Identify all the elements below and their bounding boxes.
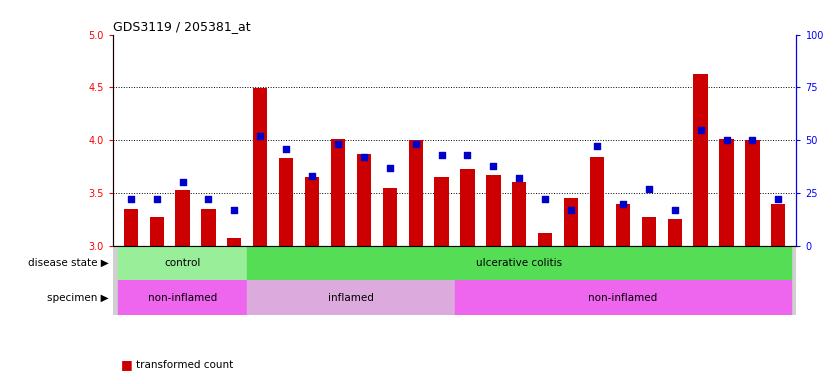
Text: control: control [164, 258, 201, 268]
Point [305, 173, 319, 179]
Point [771, 196, 785, 202]
Text: ■: ■ [121, 358, 133, 371]
Bar [248, 246, 791, 280]
Text: disease state ▶: disease state ▶ [28, 258, 108, 268]
Point [694, 127, 707, 133]
Point [668, 207, 681, 213]
Bar [771, 204, 786, 246]
Bar [149, 217, 163, 246]
Bar [486, 175, 500, 246]
Point [124, 196, 138, 202]
Point [435, 152, 448, 158]
Point [331, 141, 344, 147]
Bar [331, 139, 345, 246]
Text: specimen ▶: specimen ▶ [47, 293, 108, 303]
Bar [279, 158, 294, 246]
Point [642, 186, 656, 192]
Point [150, 196, 163, 202]
Point [202, 196, 215, 202]
Point [461, 152, 475, 158]
Point [513, 175, 526, 181]
Bar [694, 74, 708, 246]
Bar [667, 219, 682, 246]
Point [720, 137, 733, 143]
Point [383, 165, 396, 171]
Point [590, 144, 604, 150]
Text: non-inflamed: non-inflamed [148, 293, 217, 303]
Bar [118, 246, 248, 280]
Point [228, 207, 241, 213]
Point [176, 179, 189, 185]
Bar [409, 140, 423, 246]
Point [279, 146, 293, 152]
Bar [435, 177, 449, 246]
Bar [641, 217, 656, 246]
Point [487, 162, 500, 169]
Point [409, 141, 422, 147]
Text: transformed count: transformed count [136, 360, 234, 370]
Point [616, 200, 630, 207]
Bar [383, 188, 397, 246]
Bar [590, 157, 604, 246]
Bar [118, 280, 248, 315]
Point [254, 133, 267, 139]
Bar [455, 280, 791, 315]
Bar [564, 198, 578, 246]
Bar [175, 190, 189, 246]
Bar [512, 182, 526, 246]
Text: GDS3119 / 205381_at: GDS3119 / 205381_at [113, 20, 250, 33]
Bar [357, 154, 371, 246]
Bar [746, 140, 760, 246]
Point [539, 196, 552, 202]
Bar [305, 177, 319, 246]
Bar [123, 209, 138, 246]
Point [746, 137, 759, 143]
Bar [460, 169, 475, 246]
Bar [720, 139, 734, 246]
Point [565, 207, 578, 213]
Point [357, 154, 370, 160]
Bar [615, 204, 630, 246]
Bar [248, 280, 455, 315]
Bar [201, 209, 215, 246]
Bar [227, 238, 242, 246]
Bar [254, 88, 268, 246]
Text: non-inflamed: non-inflamed [588, 293, 657, 303]
Bar [538, 233, 552, 246]
Text: ulcerative colitis: ulcerative colitis [476, 258, 562, 268]
Text: inflamed: inflamed [328, 293, 374, 303]
